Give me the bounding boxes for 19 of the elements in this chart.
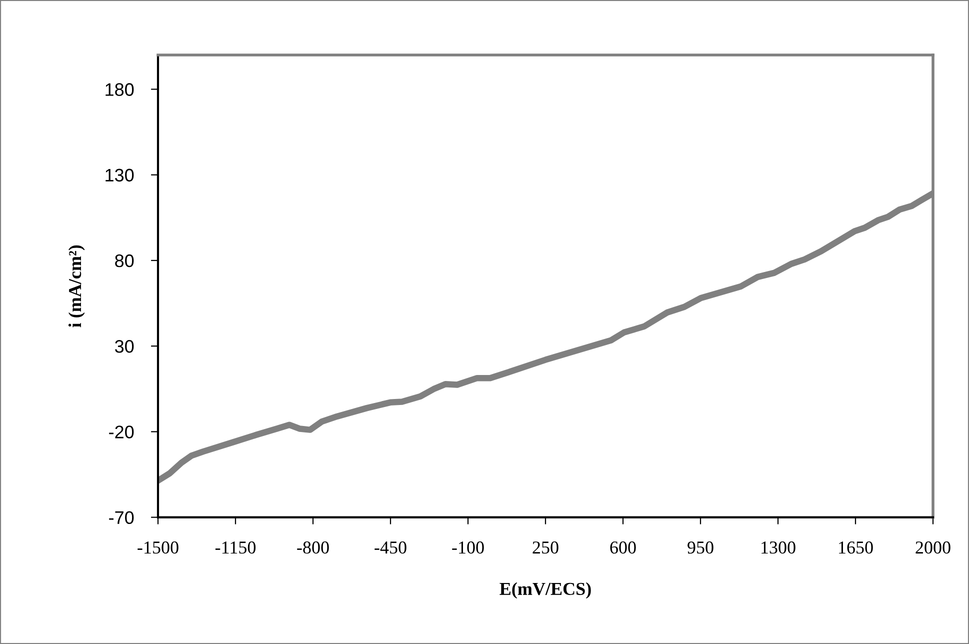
x-tick-label: -1150	[215, 541, 256, 554]
x-tick-label: 1650	[839, 541, 873, 554]
x-tick-label: 950	[688, 541, 714, 554]
x-tick-label: -450	[374, 541, 406, 554]
x-tick-label: -1500	[138, 541, 178, 554]
x-tick-label: 250	[532, 541, 558, 554]
x-tick-label: 2000	[916, 541, 950, 554]
y-tick-label: -70	[109, 511, 134, 524]
y-tick-label: -20	[109, 426, 134, 438]
y-axis-title: i (mA/cm²)	[68, 245, 85, 328]
y-tick-label: 130	[106, 168, 134, 182]
x-tick-label: 600	[610, 541, 636, 554]
x-tick-label: 1300	[762, 541, 796, 554]
x-tick-label: -800	[297, 541, 329, 554]
y-tick-label: 180	[106, 83, 134, 96]
y-tick-label: 80	[115, 254, 134, 268]
x-axis-title: E(mV/ECS)	[500, 582, 591, 599]
y-tick-label: 30	[114, 340, 134, 353]
x-tick-label: -100	[452, 541, 484, 554]
